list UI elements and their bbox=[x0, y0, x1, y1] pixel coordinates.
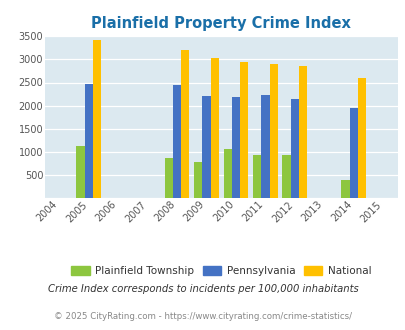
Bar bbox=[173, 85, 181, 198]
Bar bbox=[202, 96, 210, 198]
Text: © 2025 CityRating.com - https://www.cityrating.com/crime-statistics/: © 2025 CityRating.com - https://www.city… bbox=[54, 313, 351, 321]
Bar bbox=[85, 84, 93, 198]
Bar bbox=[164, 158, 173, 198]
Bar bbox=[349, 108, 357, 198]
Bar bbox=[341, 180, 349, 198]
Bar bbox=[252, 155, 261, 198]
Bar bbox=[223, 149, 231, 198]
Bar bbox=[76, 146, 85, 198]
Bar bbox=[210, 57, 218, 198]
Legend: Plainfield Township, Pennsylvania, National: Plainfield Township, Pennsylvania, Natio… bbox=[67, 261, 374, 280]
Bar bbox=[269, 64, 277, 198]
Bar bbox=[290, 99, 298, 198]
Title: Plainfield Property Crime Index: Plainfield Property Crime Index bbox=[91, 16, 350, 31]
Bar bbox=[231, 97, 239, 198]
Bar bbox=[93, 40, 101, 198]
Bar bbox=[239, 62, 248, 198]
Bar bbox=[282, 155, 290, 198]
Bar bbox=[261, 95, 269, 198]
Bar bbox=[194, 162, 202, 198]
Bar bbox=[181, 50, 189, 198]
Bar bbox=[357, 78, 365, 198]
Bar bbox=[298, 66, 307, 198]
Text: Crime Index corresponds to incidents per 100,000 inhabitants: Crime Index corresponds to incidents per… bbox=[47, 284, 358, 294]
